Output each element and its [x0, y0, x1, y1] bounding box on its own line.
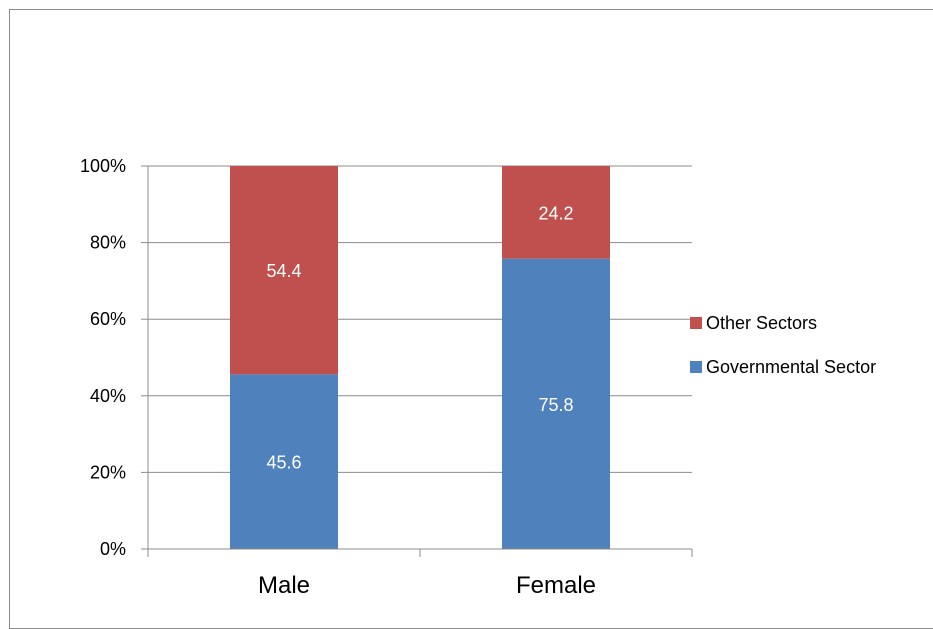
data-label: 75.8 [538, 395, 573, 415]
x-category-labels: Male Female [258, 572, 596, 599]
data-labels: 45.6 54.4 75.8 24.2 [266, 203, 573, 472]
legend-swatch [690, 361, 702, 373]
legend-entry: Governmental Sector [706, 357, 876, 377]
data-label: 45.6 [266, 453, 301, 473]
y-tick-label: 80% [90, 233, 126, 253]
data-label: 24.2 [538, 203, 573, 223]
data-label: 54.4 [266, 261, 301, 281]
x-category-label: Male [258, 572, 310, 599]
legend: Other Sectors Governmental Sector [690, 313, 876, 377]
bar-segment-female-governmental-sector [502, 258, 610, 549]
legend-entry: Other Sectors [706, 313, 817, 333]
bar-segment-male-governmental-sector [230, 374, 338, 549]
y-tick-label: 100% [80, 156, 126, 176]
gridlines [148, 165, 692, 473]
bar-segment-male-other-sectors [230, 166, 338, 375]
bars [230, 166, 610, 549]
y-tick-label: 60% [90, 309, 126, 329]
y-tick-label: 0% [100, 539, 126, 559]
y-tick-labels: 0% 20% 40% 60% 80% 100% [80, 156, 126, 559]
legend-swatch [690, 317, 702, 329]
stacked-bar-chart: 0% 20% 40% 60% 80% 100% Male Female 45.6 54.4 75… [80, 156, 876, 599]
x-category-label: Female [516, 572, 596, 599]
axes [141, 165, 693, 557]
bar-segment-female-other-sectors [502, 166, 610, 259]
y-tick-label: 20% [90, 462, 126, 482]
y-tick-label: 40% [90, 386, 126, 406]
